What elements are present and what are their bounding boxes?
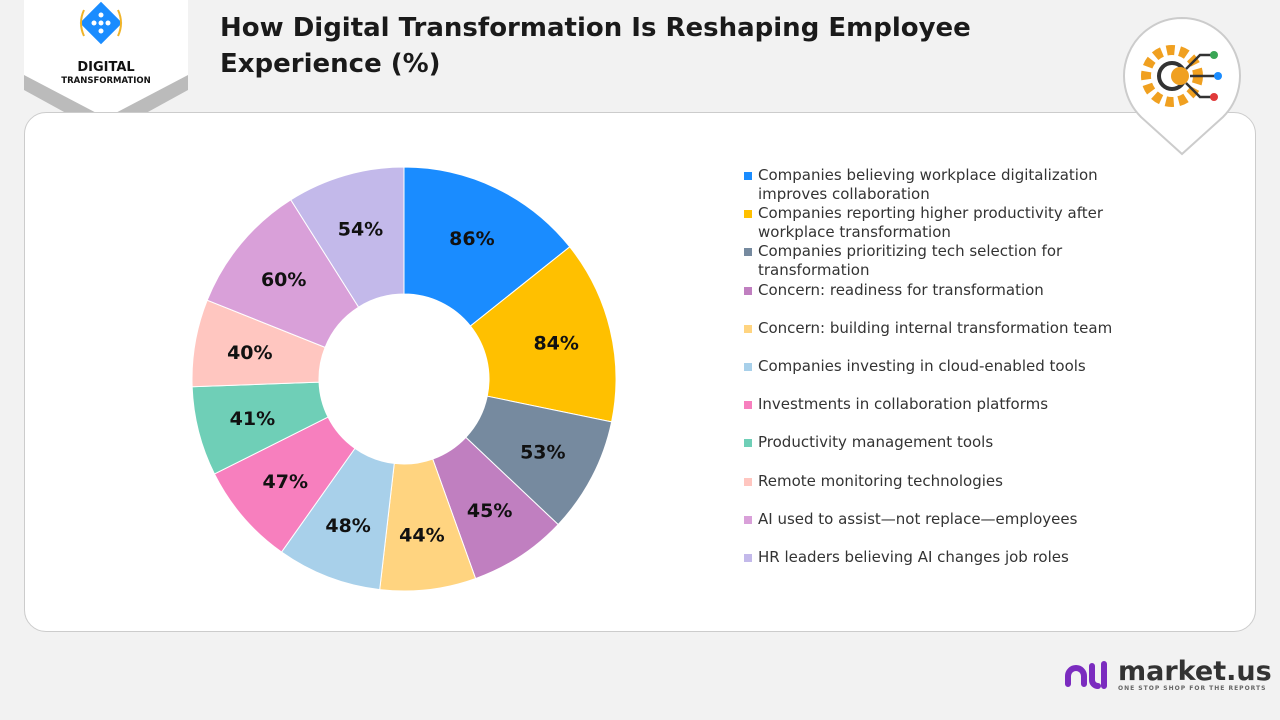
legend-label: Companies investing in cloud-enabled too… <box>758 357 1086 375</box>
legend-swatch <box>744 401 752 410</box>
legend-label: Investments in collaboration platforms <box>758 395 1049 414</box>
legend-label: Companies prioritizing tech selection fo… <box>758 242 1063 280</box>
market-us-icon <box>1065 661 1107 689</box>
logo-line1: DIGITAL <box>77 60 134 75</box>
legend-swatch <box>744 477 752 486</box>
legend-label: Concern: building internal transformatio… <box>758 318 1113 337</box>
legend-item: Companies investing in cloud-enabled too… <box>744 357 1086 376</box>
legend-item: Investments in collaboration platforms <box>744 395 1048 414</box>
donut-slice <box>469 246 617 423</box>
slice-data-label: 48% <box>325 515 370 537</box>
legend-label: Productivity management tools <box>758 433 994 452</box>
legend-label: Companies believing workplace digitaliza… <box>758 166 1098 203</box>
brand-name: market.us <box>1118 655 1272 687</box>
legend-item: Concern: readiness for transformation <box>744 281 1044 300</box>
market-us-logo: market.us ONE STOP SHOP FOR THE REPORTS <box>1064 658 1272 692</box>
slice-data-label: 41% <box>230 408 275 430</box>
legend-swatch <box>744 554 752 562</box>
slice-data-label: 44% <box>399 524 444 546</box>
logo-line2: TRANSFORMATION <box>61 76 150 86</box>
donut-slice <box>403 166 571 327</box>
legend-item: Productivity management tools <box>744 433 993 452</box>
legend-swatch <box>744 172 752 180</box>
legend-item: Companies reporting higher productivity … <box>744 204 1164 242</box>
legend-swatch <box>744 439 752 448</box>
slice-data-label: 54% <box>338 219 383 241</box>
digital-transformation-logo: DIGITAL TRANSFORMATION <box>24 0 188 135</box>
legend-swatch <box>744 515 752 524</box>
legend-item: Concern: building internal transformatio… <box>744 319 1112 338</box>
legend-item: Companies believing workplace digitaliza… <box>744 166 1164 204</box>
legend-swatch <box>744 324 752 333</box>
donut-slice <box>290 166 405 308</box>
legend-label: HR leaders believing AI changes job role… <box>758 548 1069 566</box>
legend-label: AI used to assist—not replace—employees <box>758 509 1078 528</box>
slice-data-label: 45% <box>467 500 512 522</box>
slice-data-label: 86% <box>449 228 494 250</box>
legend-swatch <box>744 286 752 295</box>
slice-data-label: 47% <box>263 471 308 493</box>
legend-swatch <box>744 210 752 219</box>
legend-swatch <box>744 363 752 371</box>
legend-label: Companies reporting higher productivity … <box>758 204 1104 242</box>
chart-title: How Digital Transformation Is Reshaping … <box>220 13 971 79</box>
brand-tagline: ONE STOP SHOP FOR THE REPORTS <box>1118 684 1267 692</box>
legend-item: HR leaders believing AI changes job role… <box>744 548 1069 567</box>
legend-item: AI used to assist—not replace—employees <box>744 510 1077 529</box>
legend-label: Remote monitoring technologies <box>758 471 1003 490</box>
legend-label: Concern: readiness for transformation <box>758 280 1044 299</box>
gear-circuit-icon <box>1120 14 1244 156</box>
legend-item: Remote monitoring technologies <box>744 472 1003 491</box>
slice-data-label: 53% <box>520 441 565 463</box>
slice-data-label: 84% <box>533 333 578 355</box>
legend-swatch <box>744 248 752 257</box>
slice-data-label: 40% <box>227 342 272 364</box>
slice-data-label: 60% <box>261 269 306 291</box>
legend-item: Companies prioritizing tech selection fo… <box>744 242 1164 280</box>
